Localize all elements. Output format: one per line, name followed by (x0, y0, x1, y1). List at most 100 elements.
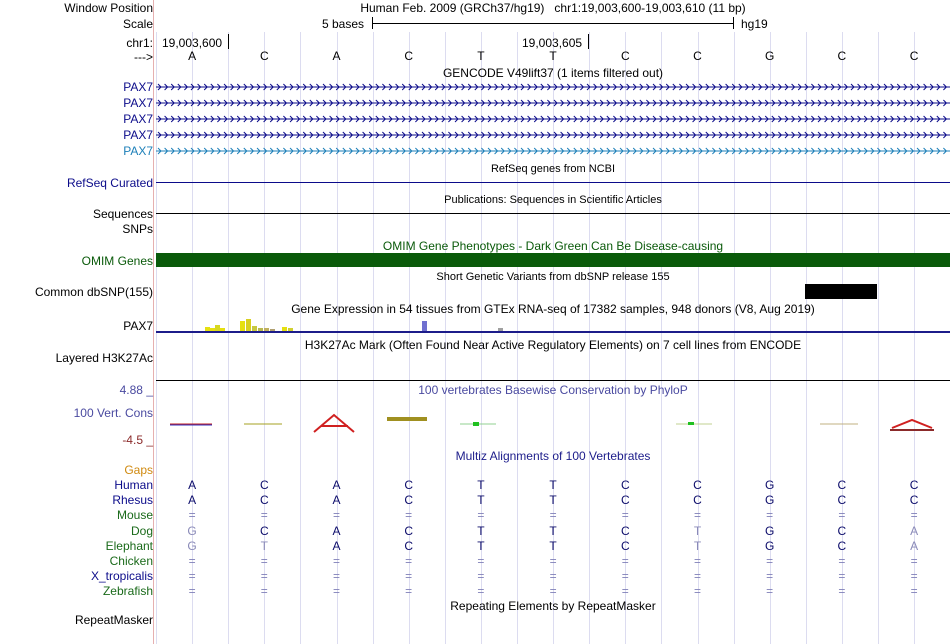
multiz-base: = (910, 584, 918, 599)
multiz-base: = (332, 508, 341, 523)
gencode-transcript[interactable] (156, 82, 950, 92)
grid-line (589, 32, 590, 644)
multiz-base: = (838, 554, 846, 568)
grid-line (698, 32, 699, 644)
strand-label: ---> (134, 50, 153, 64)
multiz-base: = (477, 508, 485, 523)
gtex-tissue-bar[interactable] (258, 328, 263, 331)
grid-line (625, 32, 626, 644)
grid-line (661, 32, 662, 644)
omim-label[interactable]: OMIM Genes (81, 254, 153, 268)
refseq-title: RefSeq genes from NCBI (490, 163, 616, 175)
gtex-tissue-bar[interactable] (205, 327, 210, 331)
gtex-tissue-bar[interactable] (422, 321, 427, 331)
multiz-base: T (477, 493, 485, 508)
grid-line (300, 32, 301, 644)
repeatmasker-title: Repeating Elements by RepeatMasker (450, 599, 656, 613)
multiz-base: C (259, 523, 269, 538)
gtex-tissue-bar[interactable] (498, 328, 503, 331)
grid-line (553, 32, 554, 644)
multiz-base: A (332, 478, 341, 492)
grid-line (842, 32, 843, 644)
gencode-transcript-label[interactable]: PAX7 (123, 144, 153, 158)
multiz-base: T (693, 538, 702, 553)
multiz-species-label[interactable]: Zebrafish (102, 584, 153, 599)
gtex-tissue-bar[interactable] (264, 328, 269, 331)
gencode-transcript[interactable] (156, 146, 950, 156)
publications-label[interactable]: Sequences (92, 207, 153, 221)
multiz-base: T (549, 523, 557, 538)
snps-label[interactable]: SNPs (122, 222, 153, 236)
dbsnp-variant-feature[interactable] (805, 284, 877, 299)
multiz-species-label[interactable]: Mouse (116, 508, 153, 523)
window-position-value: Human Feb. 2009 (GRCh37/hg19) chr1:19,00… (360, 1, 746, 15)
multiz-gaps-label[interactable]: Gaps (124, 463, 153, 477)
multiz-base: C (404, 523, 414, 538)
gencode-transcript-label[interactable]: PAX7 (123, 96, 153, 110)
repeatmasker-label[interactable]: RepeatMasker (74, 613, 153, 627)
reference-base: C (837, 49, 847, 63)
multiz-base: C (837, 523, 847, 538)
multiz-base: = (188, 584, 196, 599)
multiz-base: = (332, 569, 341, 584)
gtex-tissue-bar[interactable] (215, 325, 220, 331)
gencode-transcript[interactable] (156, 98, 950, 108)
multiz-species-label[interactable]: Human (114, 478, 153, 492)
gtex-label[interactable]: PAX7 (123, 319, 153, 333)
gtex-tissue-bar[interactable] (288, 328, 293, 331)
multiz-base: C (620, 493, 630, 508)
grid-line (192, 32, 193, 644)
gtex-tissue-bar[interactable] (246, 319, 251, 331)
multiz-base: T (477, 523, 485, 538)
h3k27ac-label[interactable]: Layered H3K27Ac (55, 351, 153, 365)
reference-base: C (259, 49, 269, 63)
multiz-base: T (477, 478, 485, 492)
multiz-base: = (910, 569, 918, 584)
reference-base: T (477, 49, 485, 63)
phylop-glyph-4 (387, 417, 427, 421)
gencode-transcript-label[interactable]: PAX7 (123, 80, 153, 94)
multiz-base: = (910, 508, 918, 523)
gtex-tissue-bar[interactable] (270, 329, 275, 331)
gtex-tissue-bar[interactable] (240, 321, 245, 331)
phylop-label[interactable]: 100 Vert. Cons (73, 406, 153, 420)
gencode-transcript-label[interactable]: PAX7 (123, 128, 153, 142)
multiz-base: = (405, 554, 413, 568)
publications-title: Publications: Sequences in Scientific Ar… (444, 194, 662, 206)
multiz-base: C (620, 523, 630, 538)
multiz-base: G (765, 538, 775, 553)
refseq-label[interactable]: RefSeq Curated (66, 176, 153, 190)
multiz-base: T (693, 523, 702, 538)
coord-right-tick (588, 34, 589, 49)
gencode-transcript[interactable] (156, 130, 950, 140)
multiz-species-label[interactable]: Rhesus (112, 493, 153, 508)
multiz-base: = (910, 554, 918, 568)
multiz-base: G (765, 523, 775, 538)
multiz-base: C (693, 478, 702, 492)
scale-bar-right (733, 17, 734, 29)
multiz-base: = (188, 554, 196, 568)
multiz-base: = (621, 508, 629, 523)
gtex-tissue-bar[interactable] (252, 326, 257, 331)
multiz-base: G (765, 478, 775, 492)
dbsnp-label[interactable]: Common dbSNP(155) (34, 285, 153, 299)
gtex-tissue-bar[interactable] (282, 327, 287, 331)
multiz-base: A (332, 538, 341, 553)
grid-line (337, 32, 338, 644)
gencode-transcript[interactable] (156, 114, 950, 124)
grid-line (770, 32, 771, 644)
gencode-transcript-label[interactable]: PAX7 (123, 112, 153, 126)
multiz-species-label[interactable]: X_tropicalis (90, 569, 153, 584)
multiz-base: = (260, 569, 268, 584)
multiz-species-label[interactable]: Chicken (109, 554, 153, 568)
gtex-tissue-bar[interactable] (210, 328, 215, 331)
multiz-base: = (477, 554, 485, 568)
multiz-base: T (549, 493, 557, 508)
omim-gene-bar[interactable] (156, 253, 950, 267)
multiz-base: = (838, 584, 846, 599)
multiz-base: = (693, 508, 702, 523)
gtex-tissue-bar[interactable] (220, 328, 225, 331)
multiz-species-label[interactable]: Dog (130, 523, 153, 538)
multiz-species-label[interactable]: Elephant (105, 538, 153, 553)
